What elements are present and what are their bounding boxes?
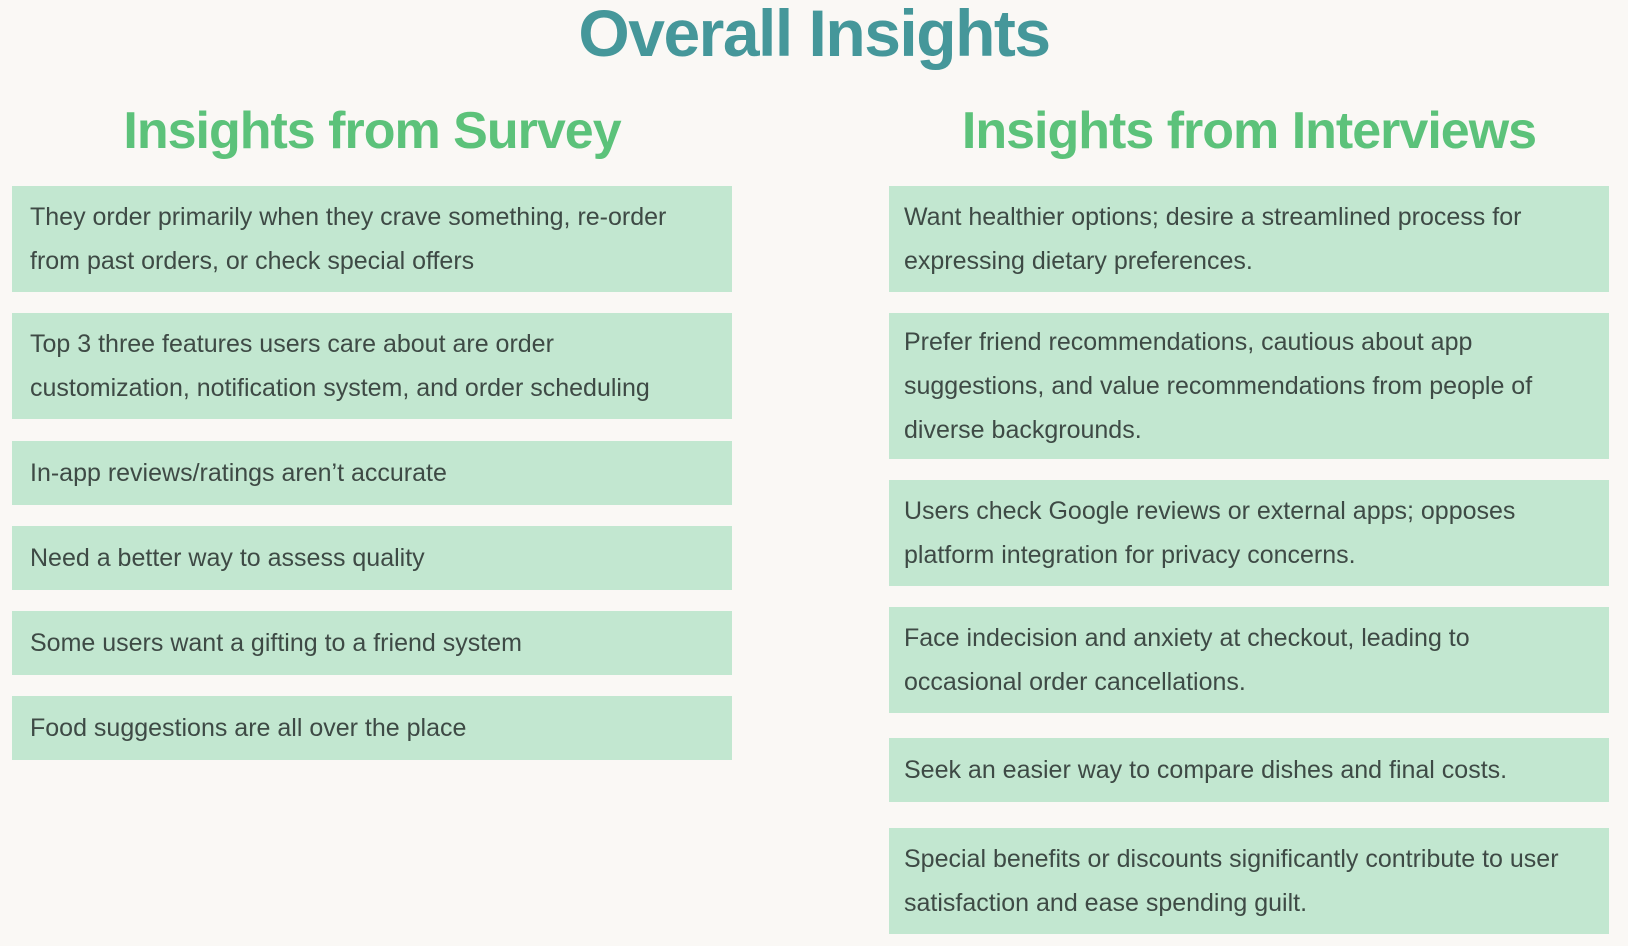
interviews-heading-prefix: Insights from bbox=[961, 102, 1292, 160]
survey-insight-card: In-app reviews/ratings aren’t accurate bbox=[12, 441, 732, 505]
page-title: Overall Insights bbox=[578, 0, 1051, 70]
interviews-heading: Insights from Interviews bbox=[889, 100, 1609, 162]
survey-heading-prefix: Insights from bbox=[123, 102, 454, 160]
survey-insight-card: Need a better way to assess quality bbox=[12, 526, 732, 590]
interview-insight-card: Face indecision and anxiety at checkout,… bbox=[889, 607, 1609, 713]
survey-insight-card: They order primarily when they crave som… bbox=[12, 186, 732, 292]
interview-insight-card: Want healthier options; desire a streaml… bbox=[889, 186, 1609, 292]
survey-insight-card: Food suggestions are all over the place bbox=[12, 696, 732, 760]
survey-insight-card: Some users want a gifting to a friend sy… bbox=[12, 611, 732, 675]
interview-insight-card: Seek an easier way to compare dishes and… bbox=[889, 738, 1609, 802]
survey-heading: Insights from Survey bbox=[12, 100, 732, 162]
survey-insight-card: Top 3 three features users care about ar… bbox=[12, 313, 732, 419]
interview-insight-card: Special benefits or discounts significan… bbox=[889, 828, 1609, 934]
survey-heading-emphasis: Survey bbox=[453, 102, 621, 160]
interview-insight-card: Users check Google reviews or external a… bbox=[889, 480, 1609, 586]
interview-insight-card: Prefer friend recommendations, cautious … bbox=[889, 313, 1609, 459]
interviews-heading-emphasis: Interviews bbox=[1291, 102, 1537, 160]
